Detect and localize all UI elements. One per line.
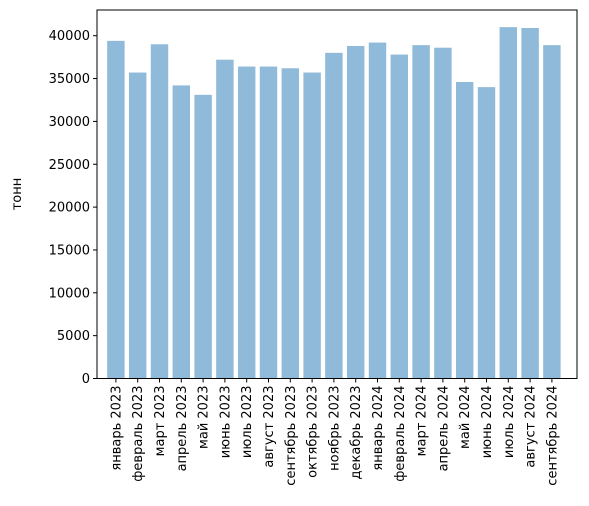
y-tick-label: 35000	[49, 72, 90, 87]
bar	[107, 40, 125, 379]
y-tick-label: 10000	[49, 286, 90, 301]
y-tick-label: 30000	[49, 115, 90, 130]
bar	[325, 52, 343, 379]
bar	[237, 66, 256, 379]
x-tick-label: июль 2023	[240, 386, 255, 459]
x-tick-label: ноябрь 2023	[327, 386, 342, 471]
bar	[543, 45, 561, 379]
bar	[303, 72, 321, 379]
x-tick-label: июль 2024	[502, 386, 517, 459]
bars-group	[107, 27, 561, 379]
x-tick-label: октябрь 2023	[306, 386, 321, 478]
bar	[172, 85, 191, 379]
bar	[499, 27, 518, 379]
x-tick-label: апрель 2024	[436, 386, 451, 472]
x-tick-label: январь 2024	[371, 386, 386, 471]
x-tick-label: январь 2023	[109, 386, 124, 471]
y-tick-label: 25000	[49, 158, 90, 173]
x-tick-label: май 2024	[458, 386, 473, 449]
bar	[194, 94, 212, 379]
bar	[455, 81, 474, 379]
y-axis-label: тонн	[10, 178, 25, 211]
bar	[259, 66, 278, 379]
y-tick-label: 20000	[49, 201, 90, 216]
x-tick-label: апрель 2023	[175, 386, 190, 472]
x-tick-label: февраль 2024	[393, 386, 408, 482]
x-tick-label: июнь 2024	[480, 386, 495, 459]
x-axis: январь 2023 февраль 2023 март 2023 апрель 2…	[109, 378, 560, 486]
x-tick-label: сентябрь 2024	[545, 386, 560, 486]
x-tick-label: август 2023	[262, 386, 277, 468]
y-axis: 0 5000 10000 15000 20000 25000 30000 35000 40000	[49, 29, 97, 387]
bar	[434, 47, 452, 379]
plot-frame	[96, 9, 578, 379]
x-tick-label: июнь 2023	[218, 386, 233, 459]
x-tick-label: февраль 2023	[131, 386, 146, 482]
x-tick-label: декабрь 2023	[349, 386, 364, 480]
bar	[346, 45, 365, 379]
bar	[390, 54, 409, 379]
bar	[128, 72, 147, 379]
x-tick-label: март 2024	[415, 386, 430, 457]
bar	[412, 45, 430, 379]
x-tick-label: май 2023	[197, 386, 212, 449]
y-tick-label: 40000	[49, 29, 90, 44]
bar	[281, 68, 300, 379]
bar	[368, 42, 387, 379]
x-tick-label: сентябрь 2023	[284, 386, 299, 486]
x-tick-label: август 2024	[524, 386, 539, 468]
x-tick-label: март 2023	[153, 386, 168, 457]
y-tick-label: 0	[82, 372, 90, 387]
bar	[216, 59, 234, 379]
bar	[477, 87, 496, 379]
bar	[521, 28, 539, 379]
y-tick-label: 15000	[49, 243, 90, 258]
y-tick-label: 5000	[57, 329, 90, 344]
bar	[150, 44, 169, 379]
